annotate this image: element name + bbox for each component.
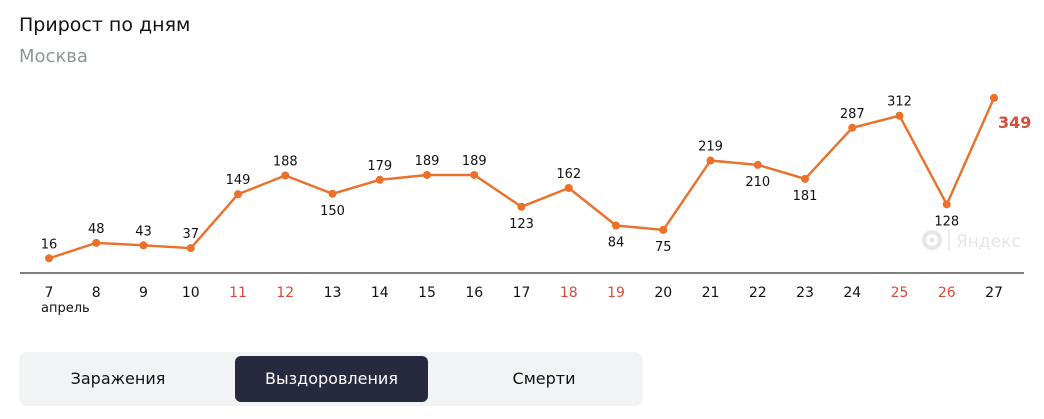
data-point — [375, 175, 384, 184]
x-tick-label: 14 — [371, 285, 389, 301]
x-tick-label: 27 — [985, 285, 1003, 301]
x-tick-label: 22 — [749, 285, 767, 301]
data-point — [92, 238, 101, 247]
x-tick-label: 26 — [938, 285, 956, 301]
data-point — [706, 156, 715, 165]
data-label: 287 — [840, 107, 865, 122]
data-point — [45, 254, 53, 263]
x-tick-label: 20 — [654, 285, 672, 301]
data-point — [564, 183, 573, 192]
data-point — [281, 171, 290, 180]
data-label: 123 — [509, 217, 534, 232]
data-point — [990, 93, 998, 102]
x-tick-label: 8 — [92, 285, 101, 301]
x-tick-label: 15 — [418, 285, 436, 301]
x-tick-label: 17 — [513, 285, 531, 301]
data-point — [517, 202, 526, 211]
data-label: 16 — [41, 237, 58, 252]
x-tick-label: 11 — [229, 285, 247, 301]
x-tick-label: 21 — [702, 285, 720, 301]
data-point — [895, 111, 904, 120]
x-tick-label: 24 — [843, 285, 861, 301]
x-tick-label: 13 — [324, 285, 342, 301]
x-month-label: апрель — [41, 301, 90, 316]
data-point — [612, 221, 620, 230]
x-tick-label: 12 — [276, 285, 294, 301]
chart-title: Прирост по дням — [19, 14, 191, 36]
data-label: 219 — [698, 140, 723, 155]
data-point — [942, 200, 951, 209]
data-label: 188 — [273, 154, 298, 169]
x-tick-label: 9 — [139, 285, 148, 301]
x-tick-label: 7 — [45, 285, 54, 301]
x-tick-label: 16 — [465, 285, 483, 301]
data-label: 149 — [226, 173, 251, 188]
tab-deaths[interactable]: Смерти — [512, 369, 576, 388]
data-label: 43 — [135, 224, 152, 239]
x-tick-label: 23 — [796, 285, 814, 301]
data-label: 128 — [934, 214, 959, 229]
data-label: 189 — [415, 154, 440, 169]
data-point — [423, 170, 431, 179]
data-label: 179 — [367, 159, 392, 174]
data-point — [659, 225, 668, 234]
yandex-logo-icon — [922, 230, 942, 250]
data-point — [139, 241, 148, 250]
data-label: 312 — [887, 95, 912, 110]
data-label: 181 — [793, 189, 818, 204]
data-label: 84 — [608, 236, 625, 251]
tab-infections[interactable]: Заражения — [70, 369, 166, 388]
chart-subtitle: Москва — [19, 46, 88, 67]
data-point — [234, 190, 242, 199]
data-label: 48 — [88, 222, 105, 237]
data-point — [848, 123, 857, 132]
data-point — [801, 174, 809, 183]
data-label: 75 — [655, 240, 672, 255]
data-label: 162 — [556, 167, 581, 182]
watermark-text: Яндекс — [956, 232, 1021, 252]
data-label: 150 — [320, 204, 345, 219]
data-label: 189 — [462, 154, 487, 169]
data-point — [186, 244, 195, 253]
x-tick-label: 18 — [560, 285, 578, 301]
tab-recoveries[interactable]: Выздоровления — [235, 356, 428, 402]
data-label: 349 — [998, 113, 1031, 132]
data-point — [328, 189, 337, 198]
data-point — [753, 160, 762, 169]
data-point — [470, 170, 479, 179]
x-tick-label: 10 — [182, 285, 200, 301]
x-tick-label: 25 — [891, 285, 909, 301]
x-tick-label: 19 — [607, 285, 625, 301]
data-label: 37 — [182, 227, 199, 242]
metric-tabs: Заражения Выздоровления Смерти — [19, 352, 643, 406]
data-label: 210 — [745, 175, 770, 190]
yandex-watermark: Яндекс — [922, 229, 1021, 252]
